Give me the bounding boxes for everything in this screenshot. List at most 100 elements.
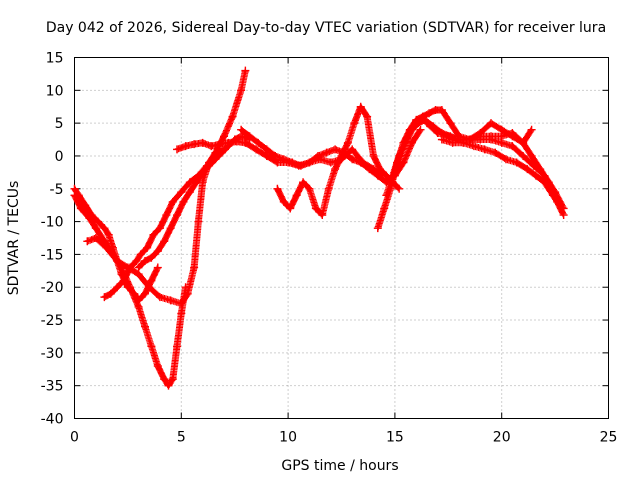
data-point [145,283,154,292]
data-point [252,145,261,154]
axis-ticks: 0 5 10 15 20 25 -40 -35 -30 -25 -20 -15 -10 -5 0 5 10 15 [41,51,618,446]
data-point [106,289,115,298]
data-point [87,211,96,220]
y-tick-label: -5 [50,182,64,198]
y-tick-label: 10 [46,83,64,99]
data-point [153,263,162,272]
data-point [326,158,335,167]
data-point [286,204,295,213]
data-point [337,151,346,160]
data-point [365,165,374,174]
data-point [183,289,192,298]
data-point [155,293,164,302]
data-point [173,211,182,220]
x-tick-label: 10 [279,430,297,446]
data-point [70,184,79,193]
series-marker-trail [382,116,567,218]
data-point [446,119,455,128]
data-point [192,178,201,187]
data-point [181,142,190,151]
y-tick-label: -20 [41,280,64,296]
data-point [480,145,489,154]
data-point [147,253,156,262]
data-point [395,151,404,160]
data-point [527,151,536,160]
data-point [422,119,431,128]
data-point [177,188,186,197]
data-point [497,125,506,134]
data-point [198,168,207,177]
data-point [237,86,246,95]
data-point [164,381,173,390]
data-point [318,211,327,220]
data-point [331,165,340,174]
data-point [487,119,496,128]
data-point [130,289,139,298]
data-point [305,158,314,167]
data-point [395,184,404,193]
data-point [232,137,241,146]
data-point [143,243,152,252]
y-tick-label: -15 [41,247,64,263]
data-point [508,132,517,141]
data-point [369,151,378,160]
y-tick-label: 15 [46,51,64,67]
grid [74,57,609,419]
data-point [190,263,199,272]
series-group [70,66,568,390]
data-point [140,289,149,298]
data-point [100,224,109,233]
data-point [83,237,92,246]
data-point [314,151,323,160]
data-point [224,138,233,147]
data-point [459,138,468,147]
data-point [322,148,331,157]
data-point [448,138,457,147]
x-tick-label: 0 [70,430,79,446]
data-point [508,142,517,151]
data-point [373,224,382,233]
data-point [299,178,308,187]
data-point [273,158,282,167]
y-tick-label: -35 [41,379,64,395]
y-axis-label: SDTVAR / TECUs [6,181,22,296]
data-point [324,184,333,193]
data-point [155,224,164,233]
data-point [132,256,141,265]
y-tick-label: 5 [55,116,64,132]
data-point [523,165,532,174]
plot-frame [74,57,609,419]
data-point [185,188,194,197]
data-point [433,128,442,137]
data-point [296,161,305,170]
series-arc-8 [273,102,404,220]
data-point [437,106,446,115]
data-point [414,119,423,128]
data-point [425,109,434,118]
data-point [262,145,271,154]
data-point [91,234,100,242]
data-point [254,138,263,147]
data-point [168,375,177,384]
data-point [512,158,521,167]
data-point [548,191,557,200]
data-point [126,263,135,272]
data-point [173,145,182,154]
data-point [205,161,214,170]
data-point [166,296,175,305]
data-point [273,184,282,193]
chart-title: Day 042 of 2026, Sidereal Day-to-day VTE… [46,20,606,36]
data-point [113,256,122,265]
data-point [356,102,365,111]
data-point [245,132,254,141]
data-point [271,151,280,160]
data-point [194,217,203,226]
x-tick-label: 15 [386,430,404,446]
data-point [356,158,365,167]
data-point [292,191,301,200]
data-point [134,296,143,305]
data-point [136,250,145,259]
data-point [279,197,288,206]
data-point [350,119,359,128]
data-point [153,247,162,256]
